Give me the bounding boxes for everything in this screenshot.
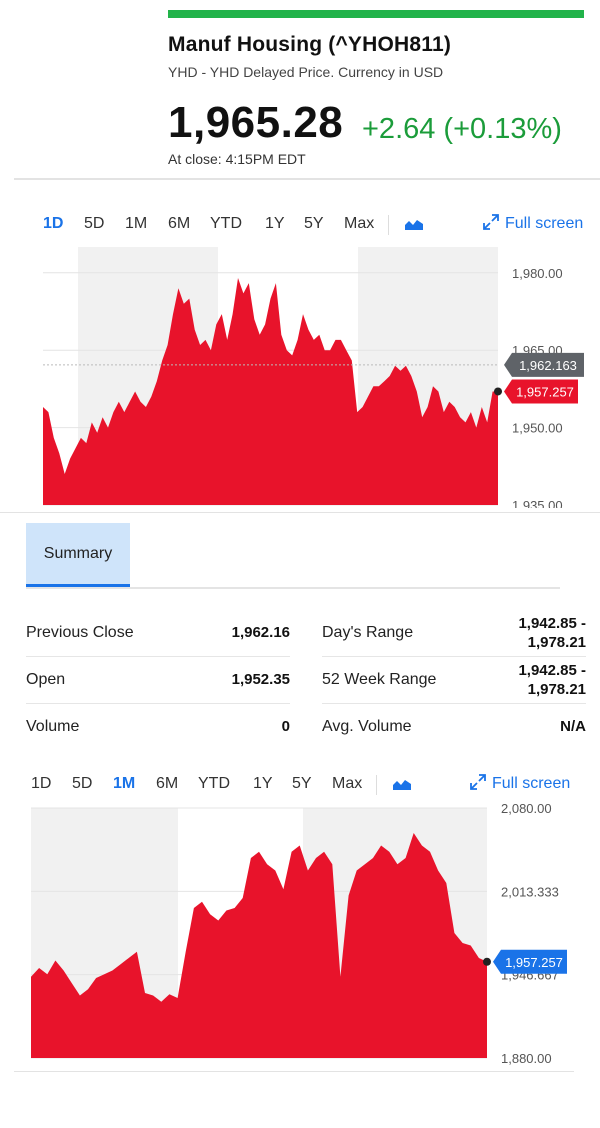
summary-tab-underline <box>26 587 560 589</box>
y-tick-label: 2,013.333 <box>501 884 559 899</box>
last-price-tag-bg <box>493 949 567 974</box>
tab-divider <box>388 215 389 235</box>
quote-title: Manuf Housing (^YHOH811) <box>168 33 452 56</box>
header-divider <box>14 178 600 180</box>
brand-accent-bar <box>168 10 584 18</box>
stat-label-avg-volume: Avg. Volume <box>322 718 412 735</box>
tab-1y[interactable]: 1Y <box>253 775 273 792</box>
chart-divider <box>0 512 600 513</box>
stat-value-avg-volume: N/A <box>560 718 586 735</box>
mountain-chart-icon[interactable] <box>392 777 412 796</box>
stat-row-divider <box>26 656 290 657</box>
stat-row-divider <box>322 656 586 657</box>
tab-divider <box>376 775 377 795</box>
fullscreen-button[interactable]: Full screen <box>470 774 570 793</box>
stat-row-divider <box>26 703 290 704</box>
last-price-tag-text: 1,957.257 <box>505 955 563 970</box>
y-tick-label: 1,980.00 <box>512 266 563 281</box>
stat-value-volume: 0 <box>281 718 290 735</box>
stat-label-52-week-range: 52 Week Range <box>322 671 437 688</box>
tab-5d[interactable]: 5D <box>84 215 105 232</box>
tab-1m[interactable]: 1M <box>125 215 148 232</box>
stat-row-divider <box>322 703 586 704</box>
mountain-chart-icon[interactable] <box>404 217 424 236</box>
stat-label-open: Open <box>26 671 66 688</box>
tab-max[interactable]: Max <box>332 775 363 792</box>
expand-arrows-icon <box>470 774 486 790</box>
price-change: +2.64 (+0.13%) <box>362 113 562 145</box>
expand-arrows-icon <box>483 214 499 230</box>
tab-1d[interactable]: 1D <box>31 775 52 792</box>
last-price-tag-text: 1,957.257 <box>516 384 574 399</box>
price-area <box>31 833 487 1058</box>
last-price-tag-bg <box>504 379 578 404</box>
range-tabs-1d-chart: 1D 5D 1M 6M YTD 1Y 5Y Max <box>43 215 423 237</box>
last-price-tag: 1,957.257 <box>504 379 578 404</box>
tab-ytd[interactable]: YTD <box>210 215 242 232</box>
tab-ytd[interactable]: YTD <box>198 775 230 792</box>
footer-divider <box>14 1071 574 1072</box>
y-tick-label: 1,880.00 <box>501 1051 552 1066</box>
close-time: At close: 4:15PM EDT <box>168 151 306 167</box>
stat-value-52-week-range: 1,942.85 - 1,978.21 <box>518 662 586 698</box>
tab-6m[interactable]: 6M <box>156 775 179 792</box>
fullscreen-label: Full screen <box>505 215 584 232</box>
stat-label-previous-close: Previous Close <box>26 624 134 641</box>
last-price-dot <box>494 387 502 396</box>
stat-value-open: 1,952.35 <box>231 671 290 688</box>
stat-value-previous-close: 1,962.16 <box>231 624 290 641</box>
last-price-dot <box>483 957 491 966</box>
stat-label-volume: Volume <box>26 718 80 735</box>
stat-value-days-range: 1,942.85 - 1,978.21 <box>518 615 586 651</box>
fullscreen-label: Full screen <box>492 775 571 792</box>
tab-6m[interactable]: 6M <box>168 215 191 232</box>
previous-close-tag-bg <box>504 352 584 377</box>
tab-1m[interactable]: 1M <box>113 775 136 792</box>
tab-summary[interactable]: Summary <box>26 523 130 587</box>
intraday-chart[interactable]: 1,980.001,965.001,950.001,935.001,962.16… <box>0 243 600 508</box>
quote-source: YHD - YHD Delayed Price. Currency in USD <box>168 64 444 80</box>
price-area <box>43 278 498 505</box>
stat-label-days-range: Day's Range <box>322 624 414 641</box>
tab-1y[interactable]: 1Y <box>265 215 285 232</box>
y-tick-label: 2,080.00 <box>501 802 552 816</box>
y-tick-label: 1,950.00 <box>512 421 563 436</box>
current-price: 1,965.28 <box>168 98 344 147</box>
previous-close-tag-text: 1,962.163 <box>519 358 577 373</box>
tab-5y[interactable]: 5Y <box>292 775 312 792</box>
range-tabs-1m-chart: 1D 5D 1M 6M YTD 1Y 5Y Max <box>31 775 411 797</box>
fullscreen-button[interactable]: Full screen <box>483 214 583 233</box>
tab-max[interactable]: Max <box>344 215 375 232</box>
one-month-chart[interactable]: 2,080.002,013.3331,946.6671,880.001,957.… <box>0 802 600 1072</box>
previous-close-tag: 1,962.163 <box>504 352 584 377</box>
tab-5y[interactable]: 5Y <box>304 215 324 232</box>
tab-1d[interactable]: 1D <box>43 215 64 232</box>
tab-5d[interactable]: 5D <box>72 775 93 792</box>
last-price-tag: 1,957.257 <box>493 949 567 974</box>
y-tick-label: 1,935.00 <box>512 498 563 508</box>
